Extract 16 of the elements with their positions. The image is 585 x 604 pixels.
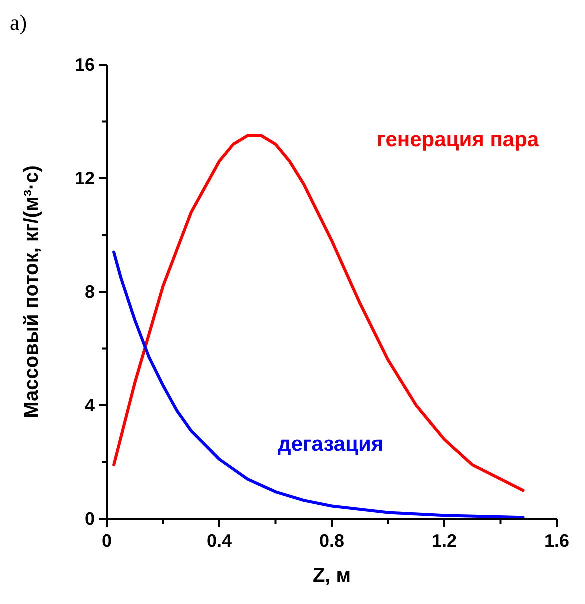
text: генерация пара bbox=[377, 128, 540, 152]
x-axis-title: Z, м bbox=[312, 565, 352, 587]
y-tick-label: 16 bbox=[74, 55, 95, 75]
x-tick-label: 1.6 bbox=[544, 531, 570, 551]
chart-title: a) bbox=[10, 10, 28, 35]
y-tick-label: 12 bbox=[74, 168, 95, 188]
x-tick-label: 0 bbox=[102, 531, 112, 551]
x-tick-label: 1.2 bbox=[432, 531, 458, 551]
x-tick-label: 0.4 bbox=[206, 531, 232, 551]
y-tick-label: 8 bbox=[84, 282, 95, 302]
y-tick-label: 0 bbox=[84, 509, 95, 529]
line-series bbox=[112, 250, 525, 520]
series-label: дегазация bbox=[278, 432, 384, 456]
y-tick-label: 4 bbox=[84, 396, 95, 416]
x-tick-label: 0.8 bbox=[319, 531, 345, 551]
y-axis-title: Массовый поток, кг/(м³·с) bbox=[21, 166, 43, 418]
